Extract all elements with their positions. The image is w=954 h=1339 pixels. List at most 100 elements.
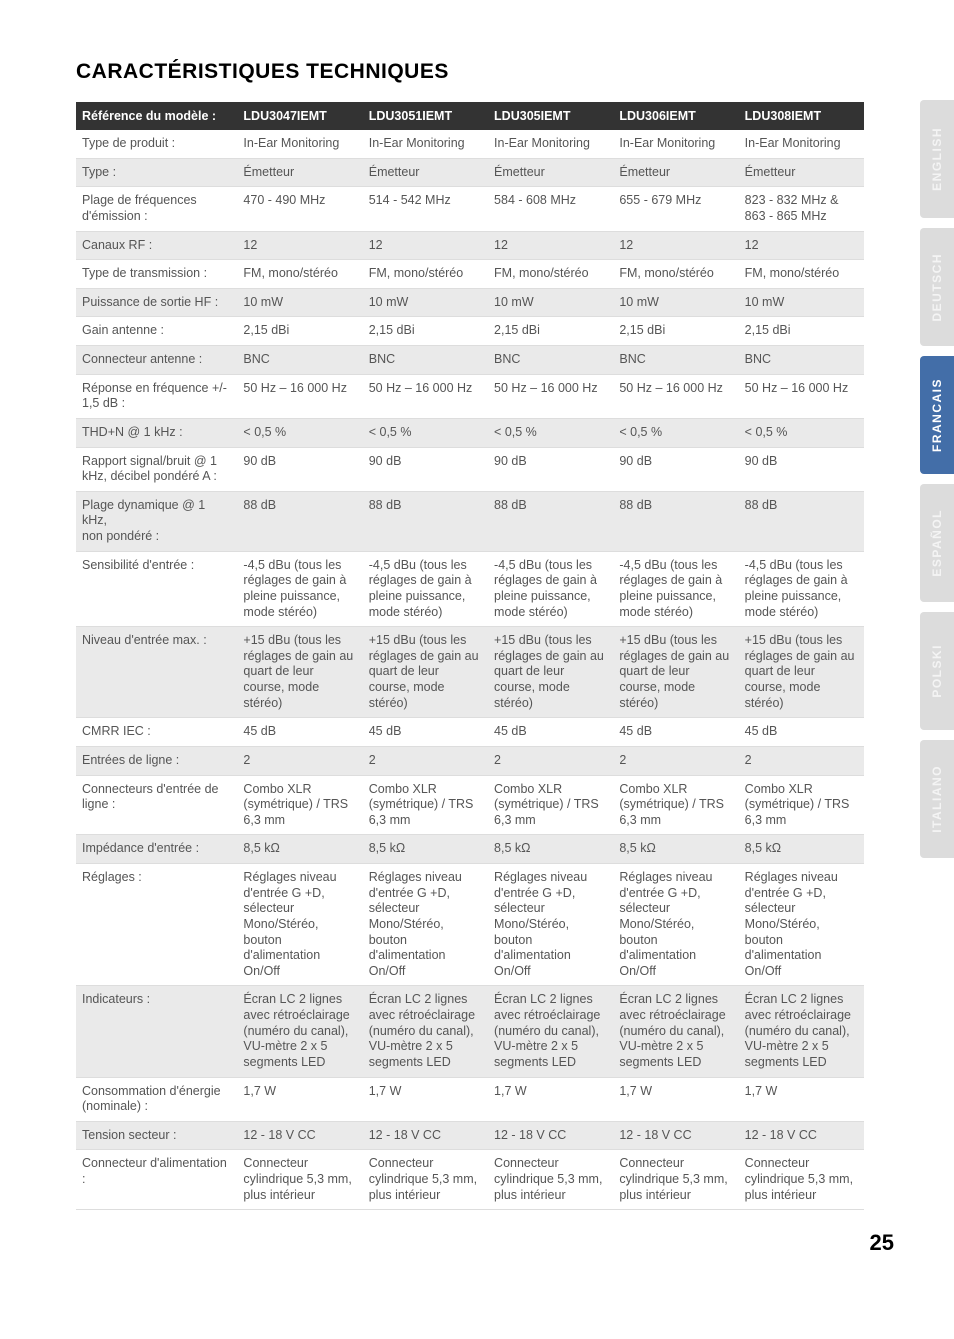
row-label: Indicateurs : <box>76 986 237 1077</box>
header-model: LDU308IEMT <box>739 102 864 130</box>
row-value: Réglages niveau d'entrée G +D, sélecteur… <box>363 864 488 986</box>
row-label: Réponse en fréquence +/- 1,5 dB : <box>76 374 237 418</box>
row-value: Écran LC 2 lignes avec rétroéclairage (n… <box>613 986 738 1077</box>
spec-table: Référence du modèle :LDU3047IEMTLDU3051I… <box>76 102 864 1210</box>
row-value: 8,5 kΩ <box>363 835 488 864</box>
row-label: Gain antenne : <box>76 317 237 346</box>
lang-tab-label: FRANCAIS <box>930 378 944 452</box>
table-row: Type de produit :In-Ear MonitoringIn-Ear… <box>76 130 864 158</box>
row-value: Connecteur cylindrique 5,3 mm, plus inté… <box>363 1150 488 1210</box>
table-row: Plage dynamique @ 1 kHz, non pondéré : 88… <box>76 491 864 551</box>
row-value: In-Ear Monitoring <box>488 130 613 158</box>
row-label: Niveau d'entrée max. : <box>76 627 237 718</box>
lang-tab-english[interactable]: ENGLISH <box>920 100 954 218</box>
row-value: 88 dB <box>613 491 738 551</box>
lang-tab-español[interactable]: ESPAÑOL <box>920 484 954 602</box>
row-value: +15 dBu (tous les réglages de gain au qu… <box>613 627 738 718</box>
row-value: 12 <box>488 231 613 260</box>
row-value: In-Ear Monitoring <box>739 130 864 158</box>
row-value: BNC <box>363 346 488 375</box>
row-value: In-Ear Monitoring <box>237 130 362 158</box>
row-value: 8,5 kΩ <box>613 835 738 864</box>
row-value: Combo XLR (symétrique) / TRS 6,3 mm <box>488 775 613 835</box>
row-value: < 0,5 % <box>739 418 864 447</box>
row-value: 655 - 679 MHz <box>613 187 738 231</box>
language-tabs: ENGLISH DEUTSCH FRANCAIS ESPAÑOL POLSKI ITALI… <box>920 100 954 858</box>
header-model-ref: Référence du modèle : <box>76 102 237 130</box>
row-value: < 0,5 % <box>363 418 488 447</box>
row-value: 2,15 dBi <box>488 317 613 346</box>
row-label: Tension secteur : <box>76 1121 237 1150</box>
row-value: FM, mono/stéréo <box>613 260 738 289</box>
row-value: FM, mono/stéréo <box>739 260 864 289</box>
row-value: +15 dBu (tous les réglages de gain au qu… <box>363 627 488 718</box>
row-value: 88 dB <box>739 491 864 551</box>
row-value: +15 dBu (tous les réglages de gain au qu… <box>237 627 362 718</box>
row-value: 12 <box>363 231 488 260</box>
row-value: -4,5 dBu (tous les réglages de gain à pl… <box>363 551 488 627</box>
row-value: Émetteur <box>237 158 362 187</box>
row-label: CMRR IEC : <box>76 718 237 747</box>
row-label: Connecteur antenne : <box>76 346 237 375</box>
row-label: Réglages : <box>76 864 237 986</box>
table-row: Type :ÉmetteurÉmetteurÉmetteurÉmetteurÉm… <box>76 158 864 187</box>
row-value: 10 mW <box>613 288 738 317</box>
lang-tab-deutsch[interactable]: DEUTSCH <box>920 228 954 346</box>
row-label: Connecteurs d'entrée de ligne : <box>76 775 237 835</box>
row-value: -4,5 dBu (tous les réglages de gain à pl… <box>739 551 864 627</box>
row-value: 50 Hz – 16 000 Hz <box>613 374 738 418</box>
row-value: BNC <box>739 346 864 375</box>
row-value: 12 - 18 V CC <box>739 1121 864 1150</box>
table-row: Entrées de ligne :22222 <box>76 746 864 775</box>
row-value: -4,5 dBu (tous les réglages de gain à pl… <box>488 551 613 627</box>
row-value: Connecteur cylindrique 5,3 mm, plus inté… <box>488 1150 613 1210</box>
row-value: Écran LC 2 lignes avec rétroéclairage (n… <box>237 986 362 1077</box>
row-value: 45 dB <box>237 718 362 747</box>
row-value: 90 dB <box>613 447 738 491</box>
table-row: THD+N @ 1 kHz :< 0,5 %< 0,5 %< 0,5 %< 0,… <box>76 418 864 447</box>
row-value: 90 dB <box>488 447 613 491</box>
table-row: Gain antenne :2,15 dBi2,15 dBi2,15 dBi2,… <box>76 317 864 346</box>
table-row: Connecteur d'alimentation :Connecteur cy… <box>76 1150 864 1210</box>
table-row: Rapport signal/bruit @ 1 kHz, décibel po… <box>76 447 864 491</box>
row-value: Écran LC 2 lignes avec rétroéclairage (n… <box>488 986 613 1077</box>
row-value: < 0,5 % <box>237 418 362 447</box>
row-value: 50 Hz – 16 000 Hz <box>237 374 362 418</box>
page-title: CARACTÉRISTIQUES TECHNIQUES <box>76 60 864 84</box>
row-value: FM, mono/stéréo <box>488 260 613 289</box>
row-label: Entrées de ligne : <box>76 746 237 775</box>
table-row: Type de transmission :FM, mono/stéréoFM,… <box>76 260 864 289</box>
row-label: Consommation d'énergie (nominale) : <box>76 1077 237 1121</box>
row-value: 45 dB <box>613 718 738 747</box>
row-value: 12 - 18 V CC <box>363 1121 488 1150</box>
lang-tab-polski[interactable]: POLSKI <box>920 612 954 730</box>
lang-tab-italiano[interactable]: ITALIANO <box>920 740 954 858</box>
lang-tab-label: DEUTSCH <box>930 253 944 322</box>
row-value: 1,7 W <box>739 1077 864 1121</box>
lang-tab-label: ITALIANO <box>930 765 944 833</box>
row-value: 50 Hz – 16 000 Hz <box>739 374 864 418</box>
row-label: Sensibilité d'entrée : <box>76 551 237 627</box>
table-row: Réglages :Réglages niveau d'entrée G +D,… <box>76 864 864 986</box>
lang-tab-francais[interactable]: FRANCAIS <box>920 356 954 474</box>
row-value: Émetteur <box>739 158 864 187</box>
row-value: 50 Hz – 16 000 Hz <box>363 374 488 418</box>
row-value: BNC <box>237 346 362 375</box>
row-value: 45 dB <box>739 718 864 747</box>
row-label: Plage dynamique @ 1 kHz, non pondéré : <box>76 491 237 551</box>
row-value: In-Ear Monitoring <box>613 130 738 158</box>
row-value: -4,5 dBu (tous les réglages de gain à pl… <box>613 551 738 627</box>
row-label: Plage de fréquences d'émission : <box>76 187 237 231</box>
table-row: Plage de fréquences d'émission :470 - 49… <box>76 187 864 231</box>
table-row: Consommation d'énergie (nominale) : 1,7 W… <box>76 1077 864 1121</box>
table-row: Connecteurs d'entrée de ligne : Combo XLR… <box>76 775 864 835</box>
header-model: LDU305IEMT <box>488 102 613 130</box>
row-value: 823 - 832 MHz & 863 - 865 MHz <box>739 187 864 231</box>
row-value: 90 dB <box>363 447 488 491</box>
lang-tab-label: ESPAÑOL <box>930 509 944 577</box>
row-value: Réglages niveau d'entrée G +D, sélecteur… <box>237 864 362 986</box>
row-value: 10 mW <box>363 288 488 317</box>
row-value: 2,15 dBi <box>613 317 738 346</box>
row-value: Écran LC 2 lignes avec rétroéclairage (n… <box>363 986 488 1077</box>
row-value: 514 - 542 MHz <box>363 187 488 231</box>
